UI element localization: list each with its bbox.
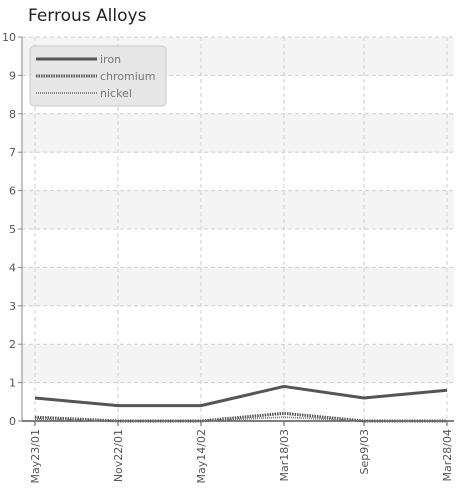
background-band <box>22 267 454 306</box>
x-tick-label: Mar18/03 <box>278 429 291 481</box>
y-tick-label: 5 <box>9 223 16 236</box>
y-tick-label: 10 <box>2 31 16 44</box>
plot-background-bands <box>22 37 454 383</box>
background-band <box>22 113 454 153</box>
x-axis-ticks: May23/01 Nov22/01 May14/02 Mar18/03 Sep9/03 M… <box>29 421 454 483</box>
x-tick-label: Mar28/04 <box>441 429 454 481</box>
y-tick-label: 2 <box>9 338 16 351</box>
background-band <box>22 344 454 383</box>
y-tick-label: 9 <box>9 69 16 82</box>
chart-title: Ferrous Alloys <box>28 6 147 26</box>
y-tick-label: 3 <box>9 300 16 313</box>
legend: iron chromium nickel <box>29 45 167 107</box>
legend-box <box>29 45 167 107</box>
gridlines <box>22 36 454 421</box>
y-tick-label: 1 <box>9 377 16 390</box>
y-tick-label: 0 <box>9 415 16 428</box>
y-tick-label: 4 <box>9 261 16 274</box>
y-tick-label: 7 <box>9 146 16 159</box>
y-axis-ticks: 0 1 2 3 4 5 6 7 8 9 10 <box>2 31 22 428</box>
x-tick-label: Nov22/01 <box>112 429 125 482</box>
x-tick-label: May14/02 <box>195 429 208 483</box>
y-tick-label: 8 <box>9 108 16 121</box>
series-line-chromium <box>34 411 447 423</box>
series-lines <box>34 384 448 423</box>
y-tick-label: 6 <box>9 185 16 198</box>
legend-label-iron: iron <box>100 53 121 66</box>
legend-label-nickel: nickel <box>100 87 132 100</box>
series-line-iron <box>34 384 448 408</box>
background-band <box>22 190 454 229</box>
x-tick-label: Sep9/03 <box>358 429 371 474</box>
legend-label-chromium: chromium <box>100 70 156 83</box>
x-tick-label: May23/01 <box>29 429 42 483</box>
